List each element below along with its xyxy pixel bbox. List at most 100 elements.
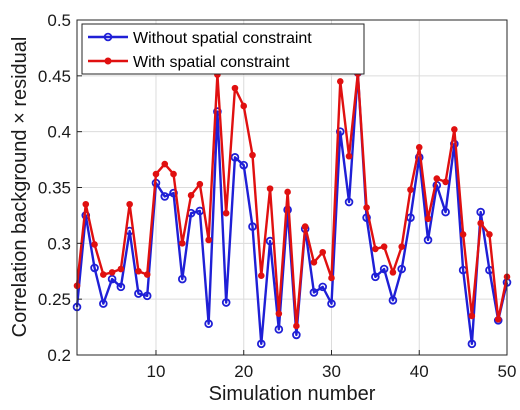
data-point [372, 245, 379, 253]
data-point [240, 102, 248, 110]
x-tick-label: 50 [498, 362, 517, 381]
x-axis-label: Simulation number [209, 383, 376, 405]
data-point [222, 209, 230, 217]
data-point [388, 295, 398, 305]
data-point [187, 192, 195, 199]
data-point [415, 144, 423, 151]
legend-marker-with [104, 57, 112, 65]
data-point [161, 160, 169, 168]
data-point [108, 269, 116, 276]
data-point [477, 219, 484, 227]
data-point [160, 192, 170, 201]
data-point [275, 310, 283, 317]
series-with-spatial-constraint [73, 70, 511, 330]
data-point [441, 207, 450, 217]
legend-label-without: Without spatial constraint [133, 30, 312, 47]
data-point [476, 207, 485, 217]
data-point [134, 289, 143, 298]
x-tick-label: 40 [410, 362, 429, 381]
data-point [362, 213, 371, 222]
data-point [266, 185, 274, 192]
series-line [75, 72, 509, 328]
data-point [284, 188, 291, 196]
data-point [336, 78, 344, 85]
data-point [433, 175, 441, 182]
data-point [274, 325, 284, 334]
data-point [468, 312, 476, 320]
data-point [442, 178, 449, 186]
x-tick-label: 10 [147, 362, 166, 381]
data-point [204, 319, 213, 329]
data-point [249, 151, 256, 159]
x-tick-label: 20 [234, 362, 253, 381]
data-point [494, 315, 502, 323]
legend-box [81, 23, 365, 75]
y-tick-label: 0.45 [38, 67, 71, 86]
data-point [344, 197, 354, 207]
data-point [345, 152, 353, 160]
data-point [380, 243, 388, 250]
data-point [327, 299, 336, 308]
data-point [178, 274, 187, 284]
data-point [301, 223, 309, 230]
data-point [451, 126, 458, 133]
data-point [135, 267, 142, 275]
data-point [117, 265, 125, 273]
y-tick-label: 0.25 [38, 290, 71, 309]
y-tick-label: 0.35 [38, 179, 71, 198]
data-point [423, 235, 433, 245]
data-point [239, 160, 249, 170]
data-point [389, 269, 397, 276]
series-layer [72, 68, 512, 349]
data-point [100, 271, 107, 278]
data-point [152, 170, 160, 178]
data-point [467, 339, 477, 349]
data-point [486, 231, 493, 238]
data-point [407, 186, 414, 194]
data-point [256, 339, 266, 349]
y-tick-label: 0.3 [47, 234, 71, 253]
data-point [424, 215, 432, 223]
data-point [379, 264, 389, 274]
data-point [248, 222, 257, 231]
data-point [309, 288, 319, 297]
data-point [319, 248, 327, 256]
data-point [196, 180, 204, 188]
data-point [293, 322, 300, 330]
data-point [318, 282, 328, 292]
data-point [257, 272, 265, 280]
data-point [107, 274, 117, 284]
data-point [310, 259, 318, 266]
data-point [398, 243, 405, 250]
data-point [205, 236, 212, 244]
y-tick-label: 0.4 [47, 123, 71, 142]
data-point [170, 170, 177, 178]
data-point [328, 274, 335, 282]
data-point [90, 263, 99, 273]
legend: Without spatial constraint With spatial … [81, 23, 365, 75]
data-point [230, 153, 240, 162]
data-point [221, 298, 231, 307]
data-point [142, 291, 152, 301]
data-point [143, 271, 151, 278]
data-point [231, 84, 239, 92]
data-point [126, 200, 133, 208]
tick-layer: 0.2 0.25 0.3 0.35 0.4 0.45 0.5 10 20 30 40 50 [38, 11, 517, 381]
data-point [292, 330, 301, 340]
data-point [99, 299, 108, 308]
data-point [397, 264, 406, 274]
data-point [82, 200, 90, 208]
x-tick-label: 30 [322, 362, 341, 381]
y-axis-label: Correlation background × residual [9, 37, 31, 338]
data-point [179, 240, 186, 247]
legend-label-with: With spatial constraint [133, 54, 290, 71]
data-point [116, 282, 126, 292]
data-point [459, 231, 467, 238]
data-point [363, 204, 370, 211]
y-tick-label: 0.2 [47, 346, 71, 365]
data-point [91, 241, 98, 248]
legend-marker-without [103, 32, 113, 42]
y-tick-label: 0.5 [47, 11, 71, 30]
data-point [371, 272, 380, 282]
